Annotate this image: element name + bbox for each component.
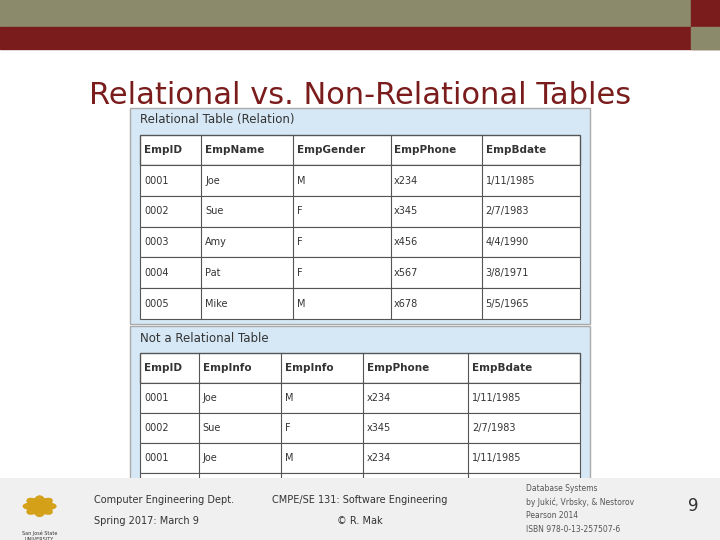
Text: x234: x234 xyxy=(394,176,418,186)
Text: EmpInfo: EmpInfo xyxy=(202,363,251,373)
Text: ISBN 978-0-13-257507-6: ISBN 978-0-13-257507-6 xyxy=(526,525,620,534)
Bar xyxy=(691,0,720,26)
Text: Mike: Mike xyxy=(202,512,225,523)
FancyBboxPatch shape xyxy=(140,165,580,196)
Text: EmpID: EmpID xyxy=(144,363,182,373)
Text: 0002: 0002 xyxy=(144,423,168,433)
FancyBboxPatch shape xyxy=(140,443,580,473)
Text: EmpID: EmpID xyxy=(144,145,182,155)
Text: x456: x456 xyxy=(394,237,418,247)
Text: M: M xyxy=(284,393,293,403)
Text: Pat: Pat xyxy=(202,483,218,493)
FancyBboxPatch shape xyxy=(140,503,580,532)
Text: 2/7/1983: 2/7/1983 xyxy=(485,206,529,217)
Text: Relational Table (Relation): Relational Table (Relation) xyxy=(140,113,295,126)
Polygon shape xyxy=(33,496,46,516)
Polygon shape xyxy=(27,498,52,514)
Text: Pearson 2014: Pearson 2014 xyxy=(526,511,577,521)
Text: 0003: 0003 xyxy=(144,237,168,247)
Text: 0001: 0001 xyxy=(144,453,168,463)
Text: EmpGender: EmpGender xyxy=(297,145,365,155)
Text: EmpPhone: EmpPhone xyxy=(366,363,429,373)
Text: 5/5/1965: 5/5/1965 xyxy=(485,299,529,308)
Text: x678: x678 xyxy=(394,299,418,308)
Text: x234: x234 xyxy=(366,393,391,403)
Text: Joe: Joe xyxy=(202,393,217,403)
FancyBboxPatch shape xyxy=(140,473,580,503)
FancyBboxPatch shape xyxy=(130,107,590,324)
Text: Computer Engineering Dept.: Computer Engineering Dept. xyxy=(94,495,234,505)
Text: x678: x678 xyxy=(366,512,391,523)
Bar xyxy=(0,26,720,49)
Text: Joe: Joe xyxy=(202,453,217,463)
Text: M: M xyxy=(284,512,293,523)
Text: M: M xyxy=(297,176,305,186)
Text: 0001: 0001 xyxy=(144,176,168,186)
Text: EmpPhone: EmpPhone xyxy=(394,145,456,155)
FancyBboxPatch shape xyxy=(140,413,580,443)
FancyBboxPatch shape xyxy=(140,353,580,383)
Text: Sue: Sue xyxy=(202,423,221,433)
Text: © R. Mak: © R. Mak xyxy=(337,516,383,526)
Polygon shape xyxy=(27,498,52,514)
FancyBboxPatch shape xyxy=(140,383,580,413)
Text: EmpInfo: EmpInfo xyxy=(284,363,333,373)
Text: x567: x567 xyxy=(394,268,418,278)
Text: F: F xyxy=(284,423,290,433)
Text: M: M xyxy=(284,453,293,463)
Text: Spring 2017: March 9: Spring 2017: March 9 xyxy=(94,516,199,526)
Text: x567, x789: x567, x789 xyxy=(366,483,421,493)
Text: x345: x345 xyxy=(394,206,418,217)
Text: San José State
UNIVERSITY: San José State UNIVERSITY xyxy=(22,530,58,540)
FancyBboxPatch shape xyxy=(140,227,580,258)
Text: F: F xyxy=(284,483,290,493)
Text: Joe: Joe xyxy=(205,176,220,186)
Text: by Jukić, Vrbsky, & Nestorov: by Jukić, Vrbsky, & Nestorov xyxy=(526,498,634,507)
FancyBboxPatch shape xyxy=(140,134,580,165)
Text: a long time ago: a long time ago xyxy=(472,512,549,523)
Text: Relational vs. Non-Relational Tables: Relational vs. Non-Relational Tables xyxy=(89,80,631,110)
Text: F: F xyxy=(297,206,302,217)
Text: 3/8/1971: 3/8/1971 xyxy=(485,268,529,278)
Text: Database Systems: Database Systems xyxy=(526,484,597,493)
Text: 1/11/1985: 1/11/1985 xyxy=(472,393,521,403)
FancyBboxPatch shape xyxy=(140,196,580,227)
Text: M: M xyxy=(297,299,305,308)
Text: EmpBdate: EmpBdate xyxy=(472,363,532,373)
Bar xyxy=(691,26,720,49)
Polygon shape xyxy=(27,498,52,514)
Text: F: F xyxy=(297,237,302,247)
Text: Pat: Pat xyxy=(205,268,220,278)
Text: CMPE/SE 131: Software Engineering: CMPE/SE 131: Software Engineering xyxy=(272,495,448,505)
Text: 9: 9 xyxy=(688,497,698,515)
Text: Mike: Mike xyxy=(205,299,228,308)
Text: Amy: Amy xyxy=(205,237,227,247)
Text: 4/4/1990: 4/4/1990 xyxy=(485,237,529,247)
FancyBboxPatch shape xyxy=(130,326,590,537)
Polygon shape xyxy=(33,496,46,516)
Polygon shape xyxy=(24,502,56,510)
Text: EmpName: EmpName xyxy=(205,145,264,155)
Text: 0001: 0001 xyxy=(144,393,168,403)
Text: Sue: Sue xyxy=(205,206,223,217)
Text: x345: x345 xyxy=(366,423,391,433)
Polygon shape xyxy=(27,498,52,514)
Text: F: F xyxy=(297,268,302,278)
FancyBboxPatch shape xyxy=(140,288,580,319)
Text: 0004: 0004 xyxy=(144,268,168,278)
Text: 0002: 0002 xyxy=(144,206,168,217)
Text: 0005: 0005 xyxy=(144,299,168,308)
Text: x234: x234 xyxy=(366,453,391,463)
Text: 2/7/1983: 2/7/1983 xyxy=(472,423,516,433)
Text: 1/11/1985: 1/11/1985 xyxy=(472,453,521,463)
Text: 3/8/1971: 3/8/1971 xyxy=(472,483,516,493)
Text: 0005: 0005 xyxy=(144,512,168,523)
Bar xyxy=(0,0,720,26)
Text: EmpBdate: EmpBdate xyxy=(485,145,546,155)
Text: Not a Relational Table: Not a Relational Table xyxy=(140,332,269,345)
Text: 0004: 0004 xyxy=(144,483,168,493)
FancyBboxPatch shape xyxy=(140,258,580,288)
Text: 1/11/1985: 1/11/1985 xyxy=(485,176,535,186)
Polygon shape xyxy=(23,502,55,510)
